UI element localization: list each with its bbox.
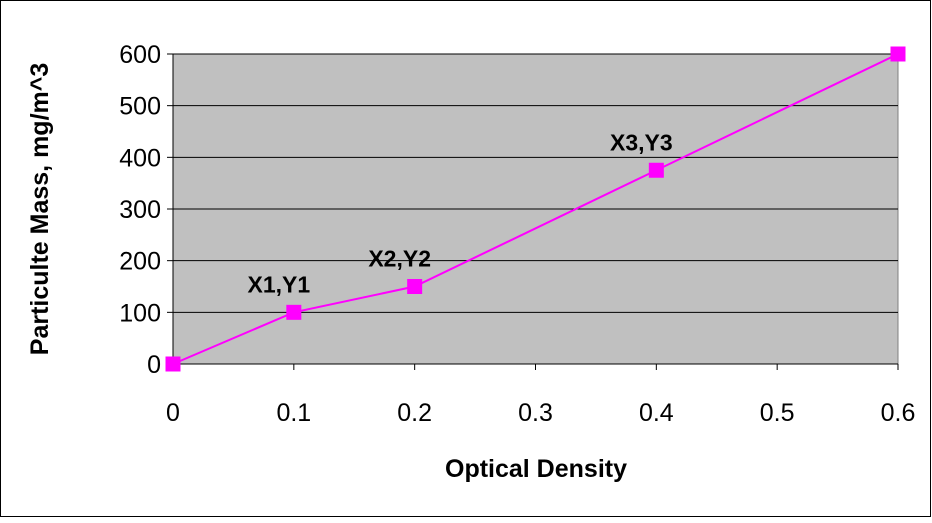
x-tick-label: 0.5 [760,399,795,427]
x-tick-label: 0.3 [518,399,553,427]
x-tick-label: 0.1 [276,399,311,427]
point-annotation: X2,Y2 [368,246,431,272]
y-tick-label: 400 [119,144,161,172]
data-point-marker [165,356,181,372]
y-tick-label: 0 [147,351,161,379]
data-point-marker [286,304,302,320]
y-tick-label: 500 [119,93,161,121]
y-tick-label: 300 [119,196,161,224]
y-tick-label: 600 [119,41,161,69]
point-annotation: X3,Y3 [610,129,673,155]
x-tick-label: 0.2 [397,399,432,427]
data-point-marker [648,162,664,178]
x-tick-label: 0.4 [639,399,674,427]
point-annotation: X1,Y1 [248,271,311,297]
y-tick-label: 200 [119,248,161,276]
data-point-marker [890,46,906,62]
y-axis-title: Particulte Mass, mg/m^3 [26,63,54,355]
y-tick-label: 100 [119,299,161,327]
data-point-marker [407,279,423,294]
x-tick-label: 0 [166,399,180,427]
x-axis-title: Optical Density [445,455,627,483]
x-tick-label: 0.6 [881,399,916,427]
